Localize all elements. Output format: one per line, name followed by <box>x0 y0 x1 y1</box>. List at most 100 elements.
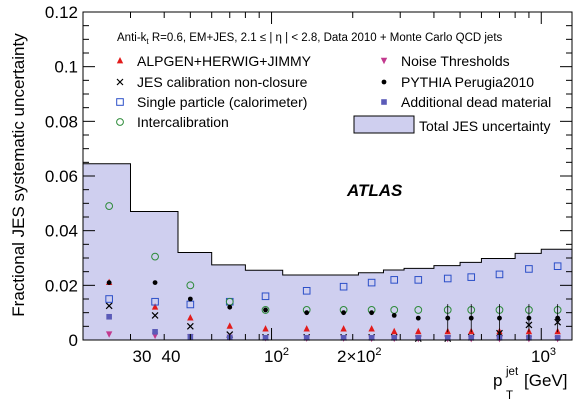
y-tick-label: 0.12 <box>45 3 78 22</box>
legend-entry-0: ALPGEN+HERWIG+JIMMY <box>116 53 312 69</box>
data-point <box>553 262 562 270</box>
legend-marker <box>116 78 124 86</box>
data-point <box>261 292 270 301</box>
data-point <box>227 304 233 310</box>
svg-text:[GeV]: [GeV] <box>524 371 567 390</box>
x-axis-title-main: p <box>493 371 502 390</box>
legend-marker <box>116 118 124 126</box>
data-point <box>367 278 376 287</box>
data-point <box>152 329 158 335</box>
data-point <box>262 325 269 332</box>
data-point <box>226 322 233 329</box>
data-point <box>554 335 561 341</box>
data-point <box>151 311 159 319</box>
data-point <box>262 335 269 341</box>
data-point <box>468 315 474 321</box>
x-tick-label-1000: 103 <box>531 346 556 366</box>
legend-marker <box>380 57 388 65</box>
data-point <box>525 265 533 273</box>
data-point <box>151 252 159 261</box>
legend-label: PYTHIA Perugia2010 <box>401 74 534 90</box>
x-tick-label-30: 30 <box>133 347 152 366</box>
svg-text:T: T <box>506 390 513 402</box>
y-axis-title: Fractional JES systematic uncertainty <box>9 33 28 317</box>
legend-entry-3: Intercalibration <box>116 114 229 130</box>
data-point <box>302 287 311 295</box>
data-point <box>368 325 375 332</box>
x-tick-label-40: 40 <box>162 347 181 366</box>
legend-label: Noise Thresholds <box>401 53 510 69</box>
data-point <box>341 310 346 316</box>
legend: ALPGEN+HERWIG+JIMMY JES calibration non-c… <box>116 53 551 134</box>
y-tick-labels: 0 0.02 0.04 0.06 0.08 0.1 0.12 <box>45 3 78 350</box>
data-point <box>414 276 423 284</box>
legend-entry-2: Single particle (calorimeter) <box>116 94 307 110</box>
legend-label: Additional dead material <box>401 94 551 110</box>
data-point <box>261 306 270 314</box>
data-point <box>526 315 532 321</box>
legend-label: Intercalibration <box>137 114 229 130</box>
y-tick-label: 0.02 <box>45 276 78 295</box>
data-point <box>263 307 268 313</box>
series-2 <box>105 262 562 309</box>
data-point <box>106 313 112 320</box>
data-point <box>187 296 193 302</box>
data-point <box>303 335 310 341</box>
x-axis-title-superscript: jet <box>505 366 519 378</box>
data-point <box>414 306 423 314</box>
data-point <box>340 325 347 332</box>
x-axis-title-unit: [GeV] <box>524 371 567 390</box>
data-point <box>415 335 422 341</box>
x-tick-label-100: 102 <box>264 346 289 366</box>
data-point <box>468 335 475 341</box>
data-point <box>303 325 310 332</box>
data-point <box>187 314 194 321</box>
y-tick-label: 0 <box>69 331 78 350</box>
total-uncertainty-edge <box>83 163 572 276</box>
legend-label: Single particle (calorimeter) <box>137 94 307 110</box>
y-tick-label: 0.04 <box>45 222 78 241</box>
data-point <box>304 310 310 316</box>
x-axis-title: p jet T [GeV] <box>493 366 567 402</box>
x-axis-title-subscript: T <box>506 390 513 402</box>
data-point <box>105 295 113 303</box>
plot-area <box>82 11 573 343</box>
svg-text:jet: jet <box>505 366 519 378</box>
data-point <box>467 273 476 281</box>
data-point <box>443 274 452 283</box>
series-5 <box>106 280 561 333</box>
data-point <box>415 315 421 321</box>
data-point <box>495 270 504 279</box>
legend-marker <box>381 99 387 105</box>
data-point <box>391 335 398 341</box>
y-tick-label: 0.06 <box>45 167 78 186</box>
legend-marker <box>116 98 124 106</box>
total-uncertainty-band <box>83 163 572 340</box>
data-point <box>445 315 451 321</box>
data-point <box>415 327 422 335</box>
y-tick-label: 0.1 <box>54 58 78 77</box>
data-point <box>105 302 113 310</box>
data-point <box>555 315 561 321</box>
data-point <box>105 331 113 338</box>
x-tick-label-200: 2×102 <box>337 346 381 366</box>
legend-label: JES calibration non-closure <box>137 74 308 90</box>
data-point <box>106 280 112 285</box>
legend-marker <box>381 79 387 85</box>
svg-text:p: p <box>493 371 502 390</box>
legend-entry-6: Additional dead material <box>381 94 551 110</box>
data-point <box>186 322 194 330</box>
y-tick-label: 0.08 <box>45 112 78 131</box>
legend-entry-1: JES calibration non-closure <box>116 74 308 90</box>
annotation-text: Anti-kt R=0.6, EM+JES, 2.1 ≤ | η | < 2.8… <box>117 32 503 46</box>
experiment-label: ATLAS <box>346 181 403 200</box>
legend-label: Total JES uncertainty <box>419 118 551 134</box>
data-point <box>152 280 158 285</box>
legend-entry-4: Noise Thresholds <box>380 53 510 69</box>
legend-label: ALPGEN+HERWIG+JIMMY <box>137 53 312 69</box>
legend-marker <box>116 57 124 64</box>
data-point <box>391 327 398 335</box>
legend-entry-5: PYTHIA Perugia2010 <box>381 74 534 90</box>
data-point <box>340 335 347 341</box>
